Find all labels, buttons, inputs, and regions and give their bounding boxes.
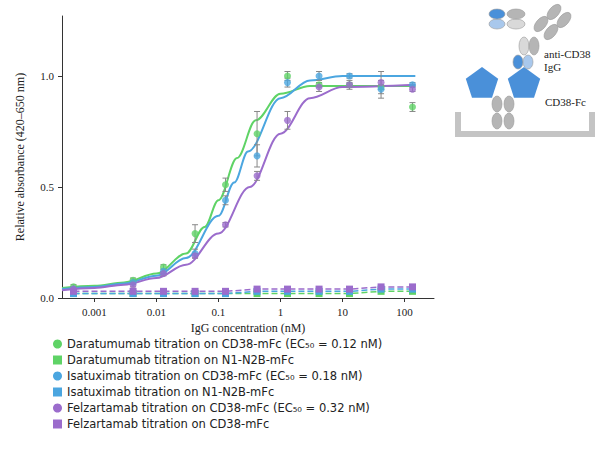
- svg-text:Isatuximab titration on N1-N2B: Isatuximab titration on N1-N2B-mFc: [67, 385, 274, 399]
- svg-text:IgG: IgG: [544, 61, 561, 73]
- svg-text:1: 1: [278, 306, 284, 318]
- svg-text:anti-CD38: anti-CD38: [544, 48, 591, 60]
- svg-text:Relative absorbance (420–650 n: Relative absorbance (420–650 nm): [13, 73, 27, 241]
- svg-text:0.1: 0.1: [212, 306, 226, 318]
- svg-text:IgG concentration (nM): IgG concentration (nM): [191, 321, 306, 335]
- svg-text:1.0: 1.0: [40, 70, 54, 82]
- svg-text:10: 10: [337, 306, 349, 318]
- svg-text:0.001: 0.001: [82, 306, 107, 318]
- svg-text:0.5: 0.5: [40, 181, 54, 193]
- svg-text:0.01: 0.01: [147, 306, 166, 318]
- svg-text:CD38-Fc: CD38-Fc: [545, 96, 586, 108]
- svg-text:Felzartamab titration on CD38-: Felzartamab titration on CD38-mFc: [67, 417, 269, 431]
- svg-text:Felzartamab titration on CD38-: Felzartamab titration on CD38-mFc (EC₅₀ …: [67, 401, 370, 415]
- svg-text:Daratumumab titration on CD38-: Daratumumab titration on CD38-mFc (EC₅₀ …: [67, 337, 382, 351]
- svg-text:0.0: 0.0: [40, 292, 54, 304]
- svg-text:100: 100: [396, 306, 413, 318]
- svg-text:Isatuximab titration on CD38-m: Isatuximab titration on CD38-mFc (EC₅₀ =…: [67, 369, 362, 383]
- svg-text:Daratumumab titration on N1-N2: Daratumumab titration on N1-N2B-mFc: [67, 353, 294, 367]
